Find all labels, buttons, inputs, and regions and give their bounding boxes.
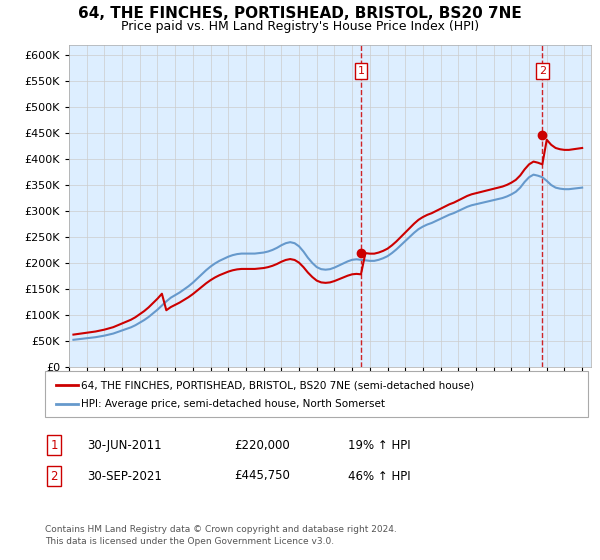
Text: 1: 1 xyxy=(50,438,58,452)
Text: 19% ↑ HPI: 19% ↑ HPI xyxy=(348,438,410,452)
Text: HPI: Average price, semi-detached house, North Somerset: HPI: Average price, semi-detached house,… xyxy=(81,399,385,409)
Text: 1: 1 xyxy=(358,66,364,76)
Text: 30-SEP-2021: 30-SEP-2021 xyxy=(87,469,162,483)
Text: 64, THE FINCHES, PORTISHEAD, BRISTOL, BS20 7NE: 64, THE FINCHES, PORTISHEAD, BRISTOL, BS… xyxy=(78,6,522,21)
Text: 30-JUN-2011: 30-JUN-2011 xyxy=(87,438,161,452)
Text: 64, THE FINCHES, PORTISHEAD, BRISTOL, BS20 7NE (semi-detached house): 64, THE FINCHES, PORTISHEAD, BRISTOL, BS… xyxy=(81,380,474,390)
Text: 2: 2 xyxy=(539,66,546,76)
Text: £445,750: £445,750 xyxy=(234,469,290,483)
Text: Price paid vs. HM Land Registry's House Price Index (HPI): Price paid vs. HM Land Registry's House … xyxy=(121,20,479,32)
Text: £220,000: £220,000 xyxy=(234,438,290,452)
Text: Contains HM Land Registry data © Crown copyright and database right 2024.
This d: Contains HM Land Registry data © Crown c… xyxy=(45,525,397,546)
Text: 2: 2 xyxy=(50,469,58,483)
Text: 46% ↑ HPI: 46% ↑ HPI xyxy=(348,469,410,483)
